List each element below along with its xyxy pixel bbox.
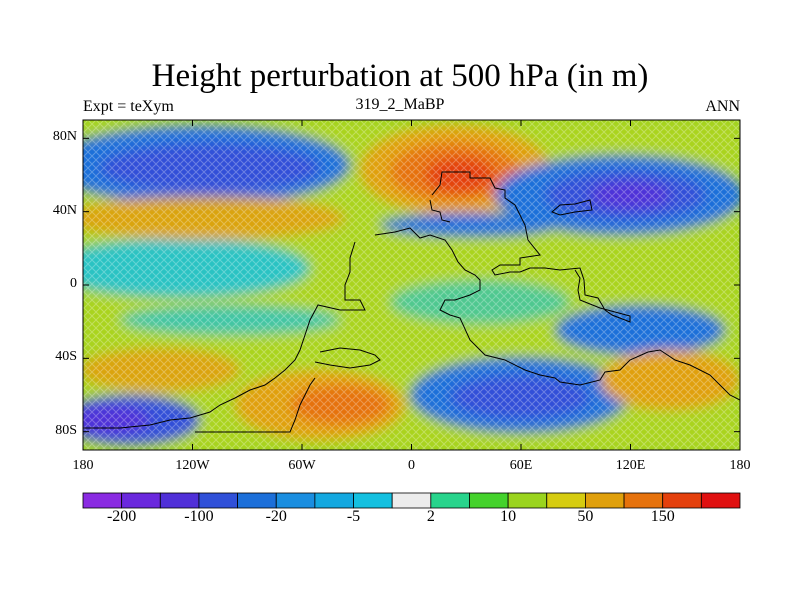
colorbar [82, 492, 741, 509]
colorbar-swatch [662, 492, 702, 509]
colorbar-swatch [159, 492, 200, 509]
experiment-label: Expt = teXym [83, 98, 174, 115]
lon-tick-label: 180 [729, 458, 751, 473]
colorbar-label: -200 [106, 508, 137, 525]
colorbar-label: 10 [500, 508, 517, 525]
colorbar-swatch [391, 492, 432, 509]
lon-tick-label: 60E [509, 458, 533, 473]
lat-ticks [83, 137, 740, 433]
plot-title: Height perturbation at 500 hPa (in m) [151, 58, 649, 94]
colorbar-swatch [275, 492, 316, 509]
colorbar-swatch [121, 492, 161, 509]
lat-tick-label: 40N [52, 202, 77, 218]
lat-tick-label: 80N [52, 129, 77, 145]
colorbar-label: -5 [346, 508, 361, 525]
colorbar-swatch [82, 492, 123, 509]
colorbar-label: -100 [184, 508, 214, 525]
lat-tick-label: 0 [70, 276, 77, 291]
lon-tick-label: 60W [288, 458, 316, 473]
colorbar-label: 50 [577, 508, 594, 525]
lon-ticks [82, 120, 741, 450]
colorbar-swatch [198, 492, 238, 509]
colorbar-label: -20 [265, 508, 287, 525]
lat-tick-label: 40S [55, 349, 77, 365]
colorbar-swatch [353, 492, 393, 509]
colorbar-swatch [430, 492, 470, 509]
lon-tick-label: 120W [175, 458, 210, 473]
colorbar-swatch [546, 492, 586, 509]
lon-tick-label: 0 [408, 458, 415, 473]
colorbar-swatch [314, 492, 354, 509]
lon-tick-label: 180 [72, 458, 94, 473]
colorbar-swatch [469, 492, 509, 509]
case-label: 319_2_MaBP [355, 96, 445, 113]
colorbar-swatch [585, 492, 625, 509]
lat-tick-label: 80S [55, 422, 77, 438]
season-label: ANN [705, 98, 740, 115]
colorbar-swatch [237, 492, 277, 509]
map-panel [83, 120, 740, 450]
colorbar-swatch [507, 492, 548, 509]
colorbar-label: 2 [426, 508, 435, 525]
colorbar-swatch [623, 492, 664, 509]
colorbar-label: 150 [650, 508, 675, 525]
lon-tick-label: 120E [615, 458, 646, 473]
colorbar-swatch [700, 492, 741, 509]
coastline-outline [83, 171, 740, 433]
